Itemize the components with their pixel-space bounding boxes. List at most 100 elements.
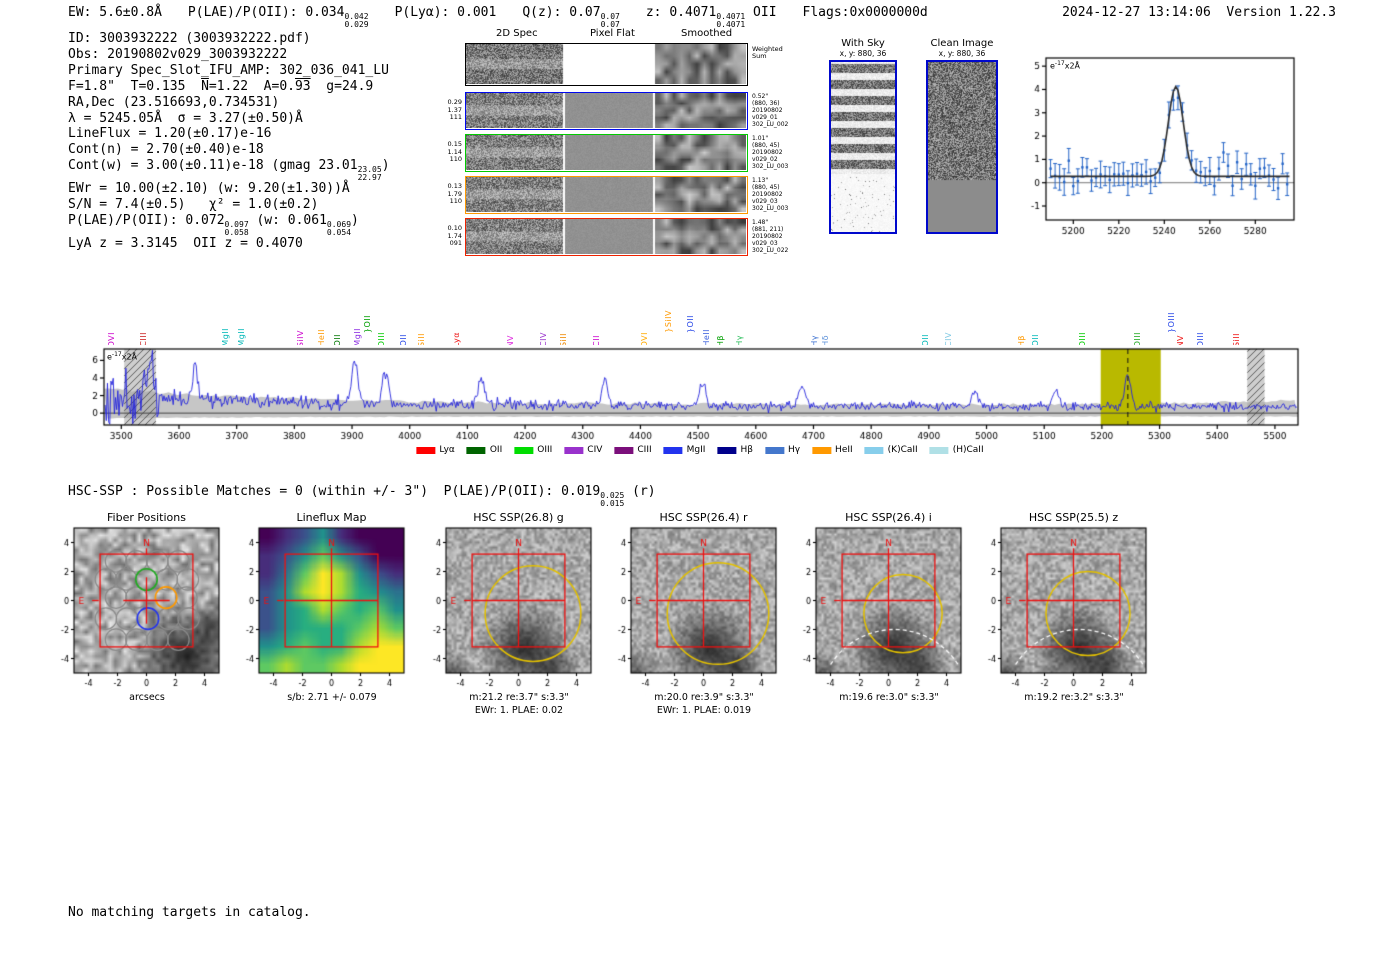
legend-swatch <box>416 446 436 454</box>
info-line-1: Obs: 20190802v029_3003932222 <box>68 47 390 63</box>
stacked-uncertainty: 0.069 0.054 <box>327 221 351 236</box>
info-line-7: Cont(n) = 2.70(±0.40)e-18 <box>68 142 390 158</box>
left-label-line: 1.79 <box>447 189 462 198</box>
left-label-line: 0.29 <box>447 98 462 106</box>
lower-uncertainty: 0.4071 <box>716 19 746 29</box>
lower-uncertainty: 0.054 <box>326 227 352 237</box>
cutout-title-4: HSC SSP(26.4) i <box>845 511 932 524</box>
line-fit-plot-canvas <box>1012 46 1302 246</box>
cutout-caption1-3: m:20.0 re:3.9" s:3.3" <box>654 692 754 703</box>
annotation-line: (880, 45) <box>752 183 780 191</box>
legend-swatch <box>514 446 534 454</box>
zoom-plot-units-annotation: e-17x2Å <box>1050 60 1080 71</box>
left-label-line: 1.74 <box>447 231 462 240</box>
text-segment: Flags:0x0000000d <box>802 5 928 20</box>
text-segment: g=24.9 <box>310 78 374 94</box>
report-timestamp-version: 2024-12-27 13:14:06 Version 1.22.3 <box>1062 5 1336 20</box>
spec2d-row-annotation: 1.13" (880, 45) 20190802 v029_03 302_LU_003 <box>752 177 816 213</box>
legend-swatch <box>864 446 884 454</box>
cutout-title-1: Lineflux Map <box>296 511 367 524</box>
legend-item-Hβ: Hβ <box>717 445 753 455</box>
legend-label: OII <box>489 445 503 455</box>
left-label-line: 091 <box>449 239 462 248</box>
left-label-line: 110 <box>449 197 462 206</box>
spec2d-row-left-label: 0.29 1.37 111 <box>440 98 462 122</box>
overlined-text: 93 <box>294 78 311 94</box>
lower-uncertainty: 0.07 <box>600 19 620 29</box>
lower-uncertainty: 0.058 <box>224 227 249 237</box>
spec2d-fiber-canvas <box>466 177 746 212</box>
cutout-caption1-1: s/b: 2.71 +/- 0.079 <box>287 692 377 703</box>
annotation-line: 302_LU_022 <box>752 246 789 254</box>
text-segment: Obs: 20190802v029_3003932222 <box>68 46 288 62</box>
stacked-uncertainty: 0.097 0.058 <box>225 221 249 236</box>
cutout-canvas-fiber <box>48 524 230 698</box>
cutout-title-5: HSC SSP(25.5) z <box>1028 511 1119 524</box>
annotation-line: (881, 211) <box>752 225 784 233</box>
spec2d-col-title-2dspec: 2D Spec <box>496 28 538 39</box>
annotation-line: 1.13" <box>752 177 769 184</box>
legend-item-OII: OII <box>466 445 503 455</box>
text-segment: Q(z): 0.07 <box>522 5 601 20</box>
legend-label: OIII <box>537 445 553 455</box>
with-sky-panel: With Sky x, y: 880, 36 <box>826 38 900 238</box>
upper-uncertainty: 23.05 <box>357 165 382 175</box>
left-label-line: 111 <box>449 113 462 122</box>
spectrum-units-annotation: e-17x2Å <box>107 351 137 362</box>
spec2d-fiber-canvas <box>466 219 746 254</box>
annotation-line: 1.01" <box>752 135 769 142</box>
info-line-5: λ = 5245.05Å σ = 3.27(±0.50)Å <box>68 111 390 127</box>
text-segment: EWr = 10.00(±2.10) (w: 9.20(±1.30))Å <box>68 181 350 197</box>
cutout-caption2-3: EWr: 1. PLAE: 0.019 <box>656 705 752 716</box>
lower-uncertainty: 0.029 <box>344 19 369 29</box>
weighted-sum-canvas <box>466 44 746 84</box>
info-line-2: Primary Spec_Slot_IFU_AMP: 302_036_041_L… <box>68 63 390 79</box>
spec2d-fiber-strip <box>465 176 748 214</box>
legend-label: CIII <box>637 445 652 455</box>
spec2d-fiber-strip <box>465 134 748 172</box>
annotation-line: 20190802 <box>752 190 783 198</box>
left-label-line: 1.37 <box>447 105 462 114</box>
text-segment: ) <box>381 158 390 174</box>
annotation-line: v029_03 <box>752 239 778 247</box>
info-line-8: Cont(w) = 3.00(±0.11)e-18 (gmag 23.01 23.… <box>68 158 390 181</box>
text-segment: EW: 5.6±0.8Å <box>68 5 162 20</box>
header-stat-5: Flags:0x0000000d <box>803 5 928 28</box>
legend-label: MgII <box>686 445 706 455</box>
cutout-title-0: Fiber Positions <box>107 511 186 524</box>
weighted-sum-label-line2: Sum <box>752 51 767 60</box>
legend-item-CIII: CIII <box>614 445 652 455</box>
left-label-line: 110 <box>449 155 462 164</box>
weighted-sum-label-line1: Weighted <box>752 45 783 53</box>
units-prefix: e <box>1050 61 1055 71</box>
annotation-line: v029_03 <box>752 197 778 205</box>
annotation-line: 20190802 <box>752 232 783 240</box>
cutout-caption1-4: m:19.6 re:3.0" s:3.3" <box>839 692 939 703</box>
clean-image-panel: Clean Image x, y: 880, 36 <box>922 38 1002 238</box>
legend-swatch <box>764 446 784 454</box>
spec2d-row-annotation: 0.52" (880, 36) 20190802 v029_01 302_LU_002 <box>752 93 816 129</box>
upper-uncertainty: 0.07 <box>600 12 620 21</box>
cutout-canvas-lineflux <box>233 524 415 698</box>
cutout-caption1-2: m:21.2 re:3.7" s:3.3" <box>469 692 569 703</box>
info-block: ID: 3003932222 (3003932222.pdf) Obs: 2019… <box>68 31 390 252</box>
stacked-uncertainty: 0.07 0.07 <box>601 13 620 28</box>
annotation-line: 302_LU_002 <box>752 120 789 128</box>
legend-swatch <box>466 446 486 454</box>
upper-uncertainty: 0.069 <box>326 220 352 230</box>
spec2d-fiber-canvas <box>466 93 746 128</box>
text-segment: HSC-SSP : Possible Matches = 0 (within +… <box>68 484 601 499</box>
annotation-line: v029_02 <box>752 155 778 163</box>
annotation-line: 0.52" <box>752 93 769 100</box>
text-segment: Cont(n) = 2.70(±0.40)e-18 <box>68 142 264 158</box>
legend-item-(K)CaII: (K)CaII <box>864 445 918 455</box>
spec2d-panel: 2D Spec Pixel Flat Smoothed Weighted Sum… <box>440 28 820 263</box>
legend-label: Lyα <box>439 445 455 455</box>
legend-label: HeII <box>835 445 853 455</box>
annotation-line: 1.48" <box>752 219 769 226</box>
spec2d-row-left-label: 0.15 1.14 110 <box>440 140 462 164</box>
cutout-caption1-0: arcsecs <box>129 692 165 703</box>
emission-line-label-OII: }OII <box>363 314 373 333</box>
text-segment: F=1.8" T=0.135 <box>68 78 202 94</box>
clean-image-subtitle: x, y: 880, 36 <box>938 49 986 58</box>
